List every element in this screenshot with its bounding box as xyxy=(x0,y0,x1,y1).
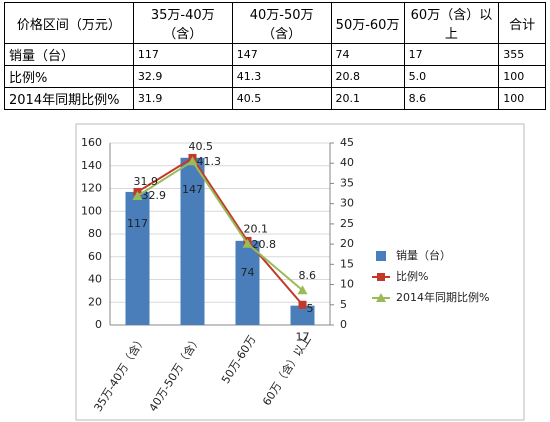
legend-label: 销量（台） xyxy=(396,248,451,262)
line-value-label: 20.1 xyxy=(244,223,269,236)
table-cell: 100 xyxy=(498,87,546,110)
y2-tick-label: 30 xyxy=(340,197,354,210)
chart-frame xyxy=(75,123,525,421)
table-cell: 60万（含）以上 xyxy=(403,2,500,44)
x-tick-label: 60万（含）以上 xyxy=(259,333,313,408)
bar xyxy=(290,305,315,325)
x-tick-label: 35万-40万（含） xyxy=(91,333,149,414)
y2-tick-label: 45 xyxy=(340,136,354,149)
bar xyxy=(235,240,260,325)
y2-tick-label: 10 xyxy=(340,278,354,291)
y2-tick-label: 0 xyxy=(340,318,347,331)
table-cell: 销量（台） xyxy=(4,43,134,66)
y-tick-label: 80 xyxy=(88,227,102,240)
legend-swatch xyxy=(376,251,386,261)
y-tick-label: 160 xyxy=(81,136,102,149)
bar-value-label: 147 xyxy=(182,183,203,196)
y-tick-label: 140 xyxy=(81,159,102,172)
x-tick-label: 50万-60万 xyxy=(219,333,259,386)
y-tick-label: 120 xyxy=(81,182,102,195)
table-cell: 8.6 xyxy=(403,87,500,110)
table-cell: 100 xyxy=(498,65,546,88)
line-marker xyxy=(242,238,253,248)
table-cell: 价格区间（万元） xyxy=(4,2,134,44)
y-tick-label: 60 xyxy=(88,250,102,263)
line-marker xyxy=(298,300,307,309)
y-tick-label: 100 xyxy=(81,204,102,217)
line-value-label: 40.5 xyxy=(189,140,214,153)
line-value-label: 41.3 xyxy=(197,155,222,168)
legend-marker xyxy=(377,273,385,281)
x-tick-label: 40万-50万（含） xyxy=(146,333,204,414)
y-tick-label: 0 xyxy=(95,318,102,331)
table-row: 价格区间（万元） 35万-40万（含） 40万-50万（含） 50万-60万 60万（含… xyxy=(4,2,546,44)
line xyxy=(136,156,304,306)
bar-value-label: 117 xyxy=(127,217,148,230)
line xyxy=(136,159,304,291)
data-table: 价格区间（万元） 35万-40万（含） 40万-50万（含） 50万-60万 60万（含… xyxy=(4,2,546,110)
legend-marker xyxy=(376,293,386,302)
y2-tick-label: 40 xyxy=(340,156,354,169)
legend-label: 比例% xyxy=(396,269,428,283)
table-cell: 合计 xyxy=(498,2,546,44)
y2-tick-label: 35 xyxy=(340,176,354,189)
legend-label: 2014年同期比例% xyxy=(396,290,489,304)
table-cell: 20.1 xyxy=(330,87,405,110)
line-value-label: 8.6 xyxy=(299,269,317,282)
table-cell: 40万-50万（含） xyxy=(231,2,332,44)
bar-value-label: 17 xyxy=(296,331,310,344)
line-value-label: 20.8 xyxy=(252,238,277,251)
line-marker xyxy=(132,190,143,200)
table-cell: 31.9 xyxy=(132,87,233,110)
table-cell: 74 xyxy=(330,43,405,66)
line-value-label: 31.9 xyxy=(134,175,159,188)
y2-tick-label: 25 xyxy=(340,217,354,230)
table-row: 销量（台） 117 147 74 17 355 xyxy=(4,43,546,66)
bar xyxy=(125,191,150,325)
line-marker xyxy=(187,156,198,166)
y2-tick-label: 20 xyxy=(340,237,354,250)
line-value-label: 5 xyxy=(307,302,314,315)
table-cell: 2014年同期比例% xyxy=(4,87,134,110)
y2-tick-label: 5 xyxy=(340,298,347,311)
table-cell: 40.5 xyxy=(231,87,332,110)
line-marker xyxy=(297,285,308,295)
line-value-label: 32.9 xyxy=(142,189,167,202)
y2-tick-label: 15 xyxy=(340,257,354,270)
y-tick-label: 20 xyxy=(88,295,102,308)
table-row: 2014年同期比例% 31.9 40.5 20.1 8.6 100 xyxy=(4,87,546,110)
table-cell: 355 xyxy=(498,43,546,66)
bar-value-label: 74 xyxy=(241,266,255,279)
table-cell: 5.0 xyxy=(403,65,500,88)
table-cell: 35万-40万（含） xyxy=(132,2,233,44)
table-cell: 50万-60万 xyxy=(330,2,405,44)
table-cell: 比例% xyxy=(4,65,134,88)
bar xyxy=(180,157,205,325)
y-tick-label: 40 xyxy=(88,273,102,286)
